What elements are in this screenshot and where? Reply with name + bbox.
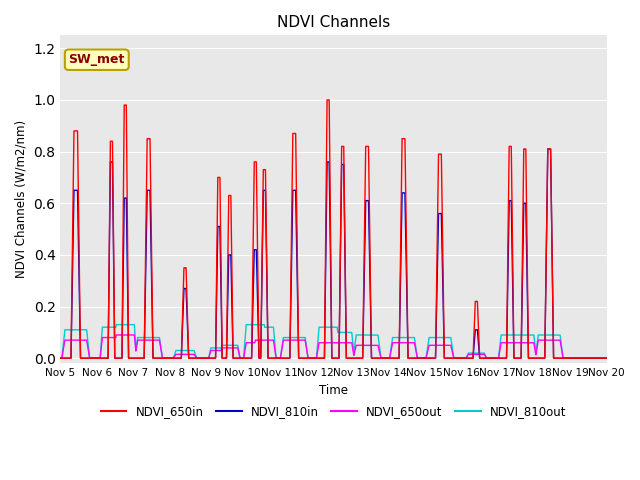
Line: NDVI_650in: NDVI_650in (60, 100, 607, 358)
NDVI_650out (164, 355, 172, 361)
NDVI_650in (324, 97, 332, 103)
Line: NDVI_810in: NDVI_810in (60, 149, 607, 358)
NDVI_650in (323, 97, 331, 103)
NDVI_650in (59, 355, 67, 361)
NDVI_650in (164, 355, 172, 361)
NDVI_810in (574, 355, 582, 361)
NDVI_810out (324, 324, 332, 330)
NDVI_810in (164, 355, 172, 361)
NDVI_810out (164, 355, 172, 361)
NDVI_650in (56, 355, 64, 361)
NDVI_650in (603, 355, 611, 361)
NDVI_650in (89, 355, 97, 361)
NDVI_810in (56, 355, 64, 361)
NDVI_650out (59, 349, 67, 355)
NDVI_810in (59, 355, 67, 361)
NDVI_650out (603, 355, 611, 361)
NDVI_810out (603, 355, 611, 361)
NDVI_810out (112, 322, 120, 327)
NDVI_650out (112, 332, 120, 338)
NDVI_650in (574, 355, 582, 361)
NDVI_650out (89, 355, 97, 361)
NDVI_810out (574, 355, 582, 361)
NDVI_810out (56, 355, 64, 361)
NDVI_650in (79, 355, 87, 361)
NDVI_650out (324, 340, 332, 346)
Legend: NDVI_650in, NDVI_810in, NDVI_650out, NDVI_810out: NDVI_650in, NDVI_810in, NDVI_650out, NDV… (96, 401, 572, 423)
NDVI_810in (603, 355, 611, 361)
Y-axis label: NDVI Channels (W/m2/nm): NDVI Channels (W/m2/nm) (15, 120, 28, 278)
NDVI_650out (56, 355, 64, 361)
Text: SW_met: SW_met (68, 53, 125, 66)
X-axis label: Time: Time (319, 384, 348, 397)
NDVI_810out (59, 346, 67, 351)
NDVI_650out (79, 337, 87, 343)
NDVI_650out (574, 355, 582, 361)
NDVI_810out (89, 355, 97, 361)
NDVI_810in (89, 355, 97, 361)
Line: NDVI_650out: NDVI_650out (60, 335, 607, 358)
NDVI_810out (79, 327, 87, 333)
NDVI_810in (79, 355, 87, 361)
NDVI_810in (544, 146, 552, 152)
Line: NDVI_810out: NDVI_810out (60, 324, 607, 358)
Title: NDVI Channels: NDVI Channels (277, 15, 390, 30)
NDVI_810in (324, 159, 332, 165)
